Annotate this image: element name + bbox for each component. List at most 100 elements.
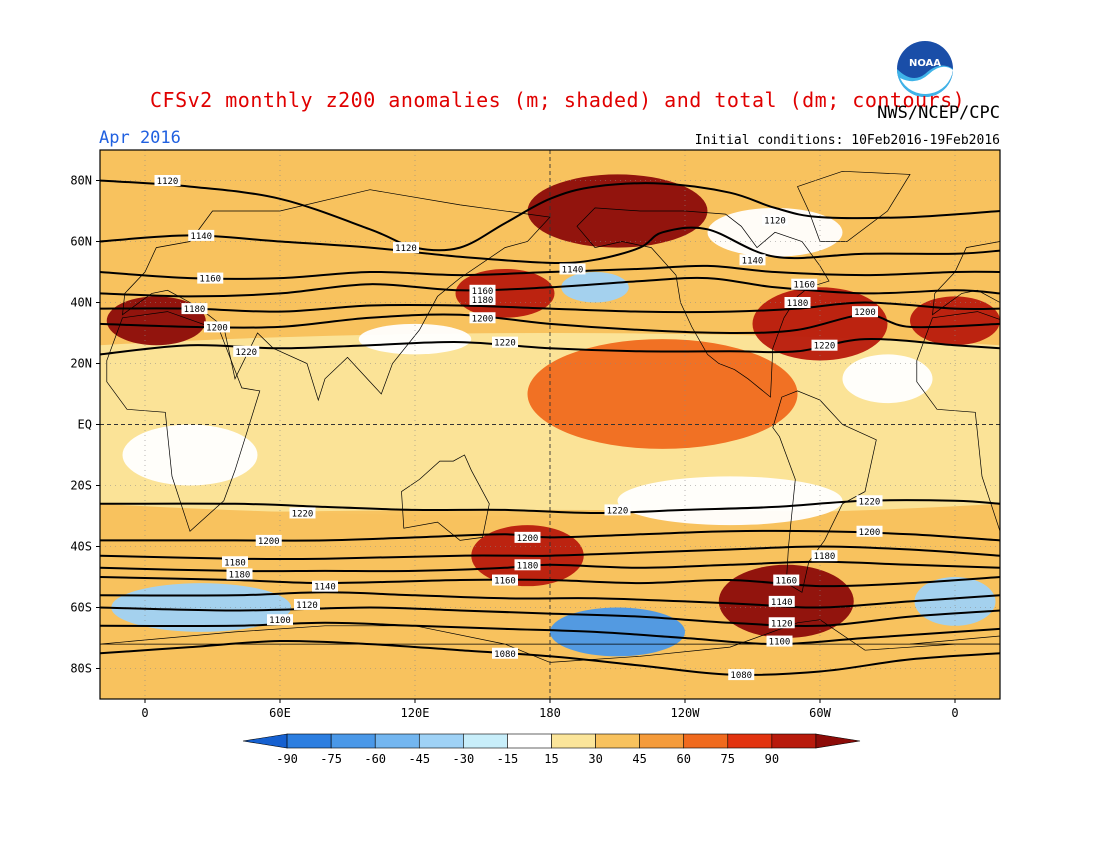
contour-label-box: [197, 272, 224, 284]
contour-1120: [100, 606, 1000, 628]
coastline: [797, 170, 911, 242]
contour-label: 1100: [769, 638, 791, 648]
contour-label: 1140: [314, 583, 336, 593]
lat-tick-label: 20S: [70, 479, 92, 493]
lat-tick-label: 40S: [70, 540, 92, 554]
contour-label: 1180: [184, 305, 206, 315]
anomaly-region: [617, 476, 843, 526]
contour-label-box: [728, 669, 755, 681]
contour-1160: [100, 576, 1000, 588]
contour-label: 1220: [859, 497, 881, 507]
contour-label-box: [393, 242, 419, 254]
contour-label: 1180: [517, 561, 539, 571]
contour-1120: [100, 179, 1000, 252]
chart-title: CFSv2 monthly z200 anomalies (m; shaded)…: [150, 88, 966, 112]
contour-label-box: [222, 556, 248, 568]
contour-label-box: [204, 321, 230, 333]
contour-1140: [100, 226, 1000, 265]
contour-label: 1120: [764, 217, 786, 227]
colorbar-label: 15: [544, 752, 558, 766]
contour-label: 1140: [771, 598, 793, 608]
colorbar-swatch: [727, 733, 773, 749]
colorbar: -90 -75 -60 -45 -30 -15 15 30 45 60 75 90: [242, 733, 861, 766]
agency-label: NWS/NCEP/CPC: [877, 103, 1000, 123]
colorbar-swatch: [595, 733, 640, 749]
height-contours: 1080 1080 1100 1100 1120 1120 1140 1140 1160 1160…: [100, 175, 1000, 681]
colorbar-label: -15: [497, 752, 519, 766]
contour-label: 1080: [730, 671, 752, 681]
contour-label: 1140: [562, 265, 584, 275]
colorbar-swatch: [507, 733, 552, 749]
contour-label-box: [773, 574, 800, 586]
contour-1160: [100, 276, 1000, 298]
contour-label: 1200: [859, 528, 881, 538]
coastline: [772, 390, 877, 593]
colorbar-swatch: [418, 733, 464, 749]
coastline: [576, 207, 830, 398]
colorbar-label: -75: [320, 752, 342, 766]
contour-label-box: [492, 574, 518, 586]
contour-label-box: [766, 635, 793, 647]
anomaly-region: [842, 354, 933, 404]
lat-lon-grid: [100, 150, 1000, 699]
colorbar-arrow-high: [815, 733, 861, 749]
colorbar-label: -30: [453, 752, 475, 766]
contour-label-box: [226, 568, 253, 580]
colorbar-label: 45: [632, 752, 646, 766]
contour-label-box: [514, 559, 541, 571]
lat-tick-label: 80S: [70, 662, 92, 676]
contour-label: 1160: [775, 577, 797, 587]
colorbar-label: 60: [676, 752, 690, 766]
contour-label: 1160: [199, 275, 221, 285]
lon-tick-label: 60W: [809, 706, 831, 720]
lon-tick-label: 0: [951, 706, 958, 720]
anomaly-region: [358, 323, 472, 355]
lat-tick-label: 40N: [70, 296, 92, 310]
lat-tick-label: 60S: [70, 601, 92, 615]
lon-tick-label: 120W: [671, 706, 701, 720]
contour-label-box: [604, 504, 631, 516]
colorbar-label: -45: [408, 752, 430, 766]
colorbar-swatch: [771, 733, 817, 749]
contour-label-box: [791, 278, 818, 290]
anomaly-region: [122, 424, 258, 486]
contour-label-box: [768, 617, 795, 629]
colorbar-label: 90: [765, 752, 779, 766]
contour-label-box: [784, 297, 811, 308]
anomaly-region: [527, 339, 798, 449]
colorbar-label: 75: [721, 752, 735, 766]
contour-1180: [100, 545, 1000, 561]
contour-label-box: [768, 595, 795, 607]
contour-label: 1220: [607, 506, 629, 516]
contour-label-box: [469, 293, 496, 305]
lat-tick-label: EQ: [78, 418, 92, 432]
contour-label: 1120: [157, 177, 179, 187]
anomaly-region: [914, 577, 996, 626]
contour-label-box: [255, 534, 282, 546]
colorbar-swatch: [551, 733, 596, 749]
contour-label-box: [559, 263, 586, 275]
contour-label: 1180: [787, 299, 809, 309]
contour-label: 1180: [229, 570, 251, 580]
contour-label-box: [188, 229, 215, 241]
contour-label: 1100: [269, 616, 291, 626]
contour-label-box: [469, 284, 496, 296]
contour-label-box: [289, 507, 316, 519]
contour-1200: [100, 529, 1000, 542]
lon-tick-label: 60E: [269, 706, 291, 720]
contour-label: 1160: [793, 281, 815, 291]
lon-tick-label: 180: [539, 706, 561, 720]
contour-label-box: [811, 550, 838, 562]
lat-tick-label: 20N: [70, 357, 92, 371]
noaa-logo-text: NOAA: [909, 58, 941, 69]
contour-label: 1140: [742, 256, 764, 266]
colorbar-label: -90: [276, 752, 298, 766]
colorbar-swatch: [286, 733, 332, 749]
noaa-logo: NOAA: [896, 40, 954, 98]
contour-label: 1140: [190, 232, 212, 242]
colorbar-label: -60: [364, 752, 386, 766]
coastline: [106, 311, 261, 532]
contour-label: 1120: [395, 244, 417, 254]
contour-label: 1200: [517, 534, 539, 544]
